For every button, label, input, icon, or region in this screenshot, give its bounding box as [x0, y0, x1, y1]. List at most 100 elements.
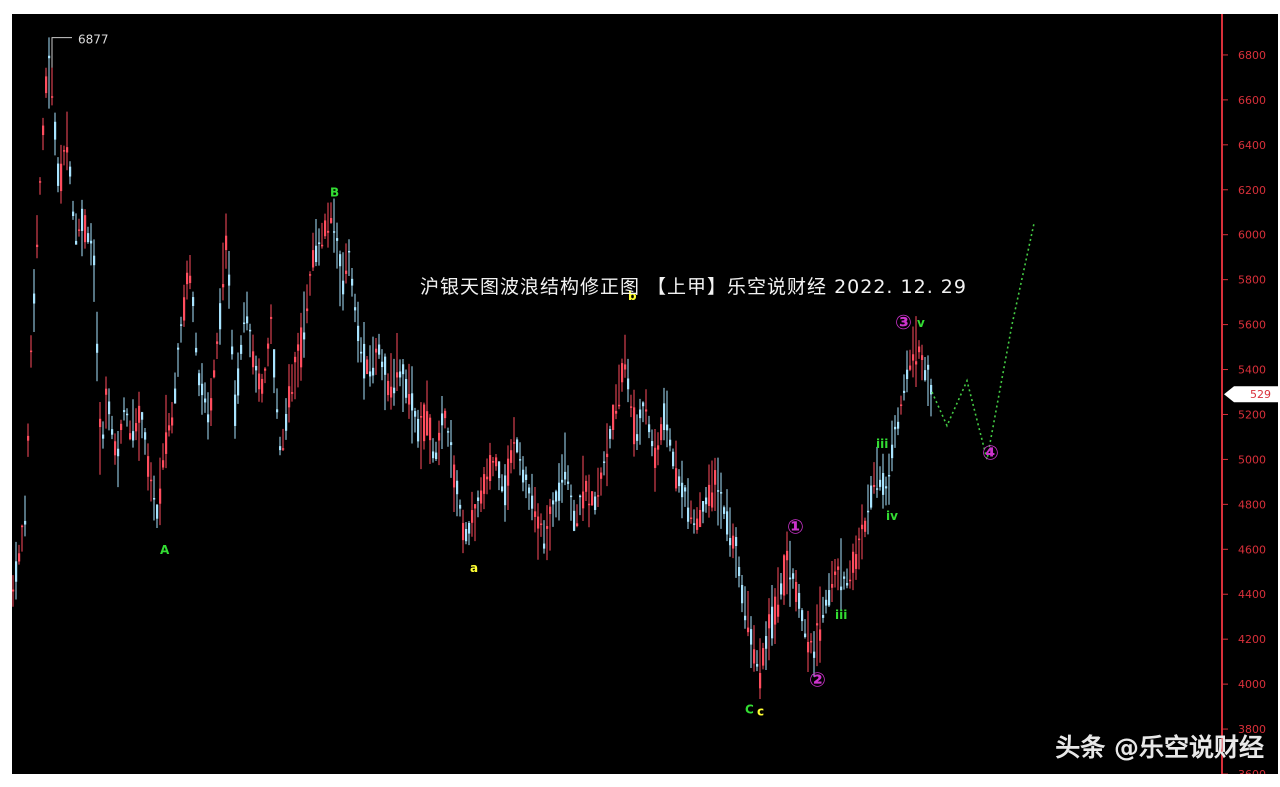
candle-body — [258, 373, 261, 390]
candle-body — [897, 421, 900, 429]
candle-body — [168, 425, 171, 431]
candle-body — [813, 651, 816, 658]
candle-body — [186, 272, 189, 285]
candle-body — [21, 525, 24, 528]
candle-body — [537, 516, 540, 529]
candle-body — [600, 472, 603, 479]
candle-body — [438, 432, 441, 441]
candle-body — [33, 293, 36, 304]
candle-body — [861, 524, 864, 530]
candle-body — [876, 488, 879, 490]
candle-body — [576, 523, 579, 526]
candle-body — [78, 229, 81, 231]
candle-body — [81, 208, 84, 231]
candle-body — [750, 629, 753, 645]
candle-body — [63, 150, 66, 152]
candle-body — [204, 398, 207, 403]
candle-body — [459, 504, 462, 509]
candle-body — [333, 231, 336, 233]
price-tick-label: 6000 — [1238, 229, 1266, 242]
candle-body — [180, 324, 183, 326]
candle-body — [156, 504, 159, 519]
candle-body — [909, 365, 912, 370]
candle-body — [693, 523, 696, 525]
price-tick-label: 4600 — [1238, 543, 1266, 556]
candle-body — [735, 537, 738, 547]
candle-body — [102, 434, 105, 439]
candle-body — [381, 361, 384, 368]
candle-body — [15, 561, 18, 582]
candle-body — [564, 471, 567, 480]
candle-body — [303, 332, 306, 340]
wave-label: ④ — [982, 440, 999, 464]
candle-body — [195, 347, 198, 353]
candle-body — [336, 238, 339, 241]
candle-body — [762, 648, 765, 666]
candle-body — [768, 614, 771, 629]
candle-body — [159, 488, 162, 504]
candle-body — [801, 610, 804, 622]
candle-body — [420, 416, 423, 418]
candle-body — [480, 490, 483, 504]
candle-body — [408, 394, 411, 405]
candle-body — [69, 166, 72, 177]
candle-body — [915, 361, 918, 365]
wave-label: c — [757, 705, 764, 719]
wave-label: B — [330, 186, 339, 200]
candle-body — [666, 424, 669, 431]
price-tick-label: 5800 — [1238, 274, 1266, 287]
candle-body — [357, 325, 360, 342]
candle-body — [105, 388, 108, 395]
candle-body — [654, 447, 657, 468]
candle-body — [690, 517, 693, 520]
candle-body — [111, 429, 114, 435]
candle-body — [732, 535, 735, 549]
candle-body — [792, 573, 795, 579]
candle-body — [456, 480, 459, 495]
candle-body — [825, 599, 828, 606]
candle-body — [36, 244, 39, 248]
projection-path — [931, 223, 1035, 460]
candle-body — [96, 343, 99, 353]
candle-body — [888, 474, 891, 477]
candle-body — [612, 404, 615, 430]
candle-body — [183, 297, 186, 321]
candle-body — [624, 364, 627, 370]
candle-body — [288, 386, 291, 408]
candle-body — [852, 551, 855, 573]
candle-body — [798, 592, 801, 609]
price-tick-label: 4400 — [1238, 588, 1266, 601]
candle-body — [147, 456, 150, 477]
candle-body — [639, 409, 642, 419]
wave-label: v — [917, 316, 925, 330]
candle-body — [402, 364, 405, 375]
candle-body — [198, 373, 201, 386]
price-tick-label: 6600 — [1238, 94, 1266, 107]
candle-body — [618, 404, 621, 407]
candle-body — [855, 554, 858, 569]
candle-body — [93, 255, 96, 266]
price-tick-label: 3600 — [1238, 768, 1266, 774]
price-tick-label: 5000 — [1238, 453, 1266, 466]
candle-body — [558, 482, 561, 501]
candle-body — [141, 412, 144, 420]
candle-body — [615, 410, 618, 414]
candle-body — [702, 501, 705, 512]
price-tick-label: 4800 — [1238, 498, 1266, 511]
candle-body — [315, 245, 318, 263]
candle-body — [729, 537, 732, 546]
candle-body — [123, 410, 126, 413]
candle-body — [255, 365, 258, 371]
candle-body — [351, 278, 354, 286]
candle-body — [738, 567, 741, 577]
candle-body — [192, 297, 195, 307]
candle-body — [57, 163, 60, 186]
candle-body — [267, 343, 270, 349]
candle-body — [324, 220, 327, 237]
candle-body — [606, 453, 609, 458]
candle-body — [414, 411, 417, 417]
candle-body — [276, 409, 279, 413]
candle-body — [501, 486, 504, 492]
candle-body — [747, 627, 750, 633]
candle-body — [393, 387, 396, 394]
